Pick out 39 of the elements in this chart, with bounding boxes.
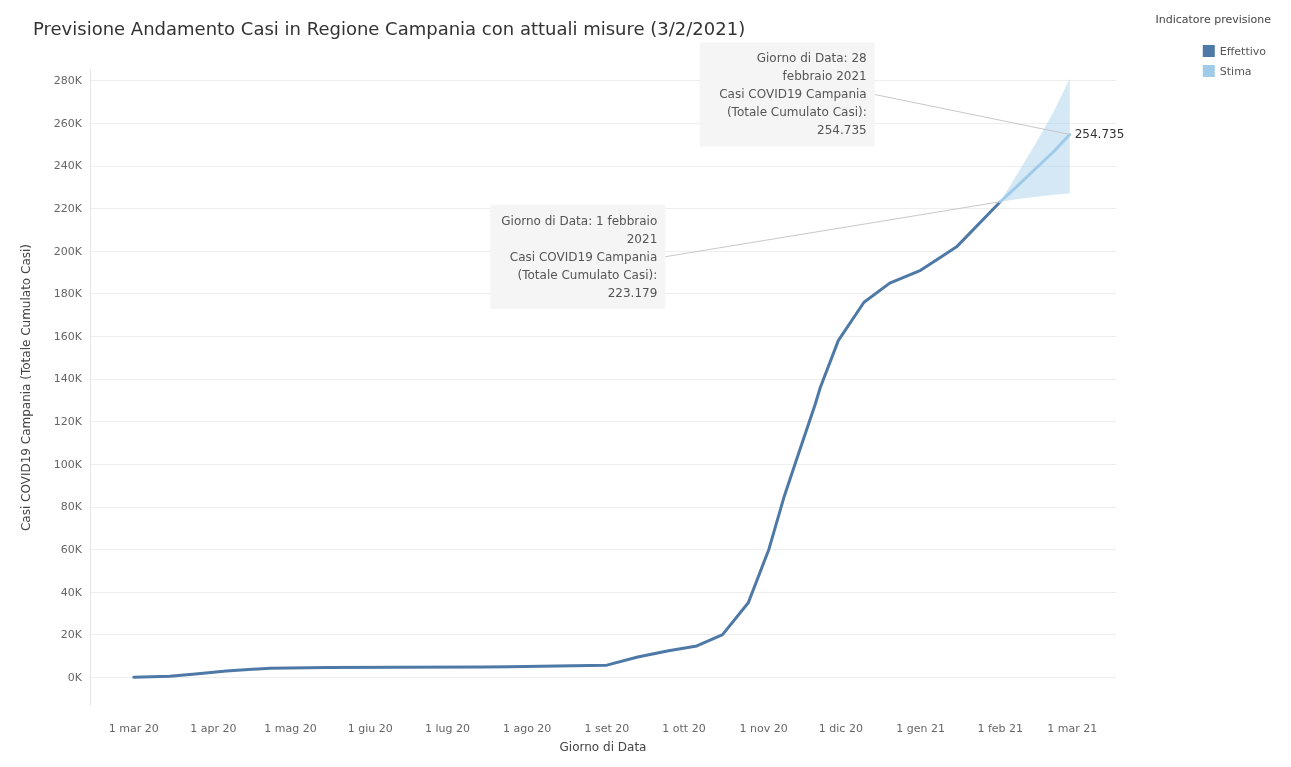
y-tick-label: 160K: [53, 329, 83, 343]
x-axis-title: Giorno di Data: [559, 740, 647, 754]
y-tick-label: 60K: [60, 542, 83, 556]
y-tick-label: 140K: [53, 372, 83, 386]
x-tick-label: 1 gen 21: [896, 722, 945, 735]
x-tick-label: 1 lug 20: [424, 722, 470, 735]
legend-title: Indicatore previsione: [1155, 13, 1272, 26]
y-tick-label: 120K: [53, 415, 83, 429]
data-label: 254.735: [1074, 127, 1125, 142]
y-tick-label: 40K: [60, 585, 83, 599]
x-tick-label: 1 nov 20: [739, 722, 788, 735]
y-tick-label: 240K: [53, 159, 83, 173]
x-tick-label: 1 dic 20: [818, 722, 863, 735]
x-tick-label: 1 ago 20: [502, 722, 552, 735]
y-tick-label: 100K: [53, 457, 83, 471]
y-tick-label: 180K: [53, 287, 83, 301]
annotation: Giorno di Data: 28 febbraio 2021 Casi COVID19 Campania (Totale Cumulato Casi): 254.735: [719, 51, 867, 138]
y-tick-label: 200K: [53, 244, 83, 258]
x-tick-label: 1 apr 20: [190, 722, 237, 735]
x-tick-label: 1 giu 20: [347, 722, 393, 735]
y-tick-label: 0K: [67, 670, 83, 684]
x-tick-label: 1 mar 21: [1047, 722, 1098, 735]
x-tick-label: 1 mar 20: [108, 722, 159, 735]
line-series: [998, 132, 1072, 204]
x-tick-label: 1 set 20: [584, 722, 630, 735]
x-tick-label: 1 mag 20: [264, 722, 317, 735]
annotation: Giorno di Data: 1 febbraio 2021 Casi COVID19 Campania (Totale Cumulato Casi): 223.179: [501, 213, 658, 300]
line-series: [132, 200, 1002, 679]
legend-label: Effettivo: [1219, 44, 1267, 58]
x-tick-label: 1 feb 21: [977, 722, 1024, 735]
y-tick-label: 20K: [60, 628, 83, 642]
y-tick-label: 280K: [53, 74, 83, 88]
chart-title: Previsione Andamento Casi in Regione Campania con attuali misure (3/2/2021): [33, 17, 746, 39]
y-tick-label: 220K: [53, 202, 83, 216]
y-axis-title: Casi COVID19 Campania (Totale Cumulato Casi): [19, 243, 33, 532]
legend-label: Stima: [1219, 64, 1252, 78]
x-tick-label: 1 ott 20: [662, 722, 706, 735]
y-tick-label: 80K: [60, 500, 83, 514]
y-tick-label: 260K: [53, 116, 83, 130]
